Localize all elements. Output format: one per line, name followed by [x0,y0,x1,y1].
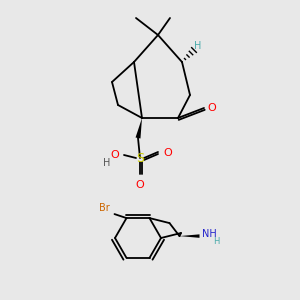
Text: O: O [111,150,119,160]
Text: O: O [136,180,144,190]
Text: H: H [194,41,202,51]
Text: O: O [208,103,216,113]
Text: H: H [103,158,111,168]
Text: O: O [164,148,172,158]
Text: Br: Br [99,203,110,213]
Text: S: S [136,152,144,164]
Polygon shape [136,118,142,139]
Text: NH: NH [202,229,217,239]
Text: H: H [213,237,220,246]
Polygon shape [179,234,200,238]
